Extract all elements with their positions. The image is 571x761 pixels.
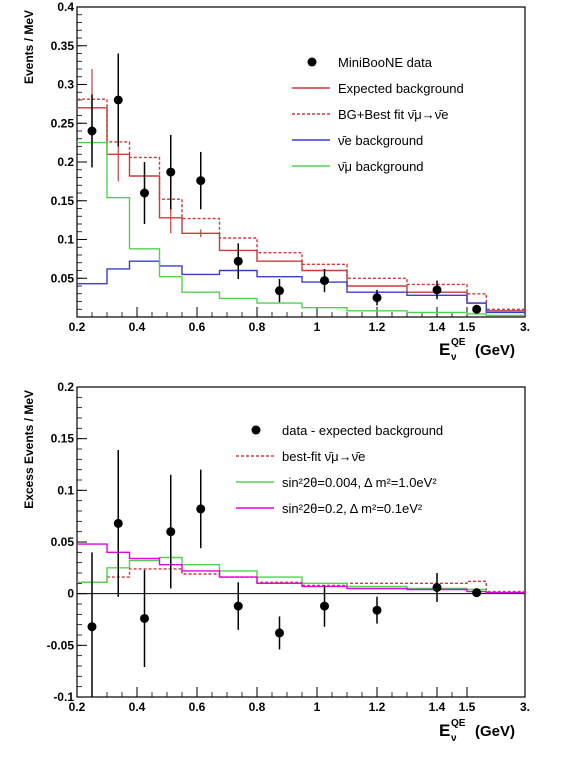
data-point [372,605,382,615]
x-tick-label: 0.8 [249,700,266,714]
series-line-3 [77,543,525,594]
legend-label: sin²2θ=0.2, Δ m²=0.1eV² [282,501,423,516]
series-line-2 [77,556,525,594]
data-point [166,167,176,177]
legend-label: sin²2θ=0.004, Δ m²=1.0eV² [282,475,437,490]
x-axis-label-sub: ν [451,733,457,744]
legend-label: ν̄e background [338,133,423,148]
x-tick-label: 1.4 [429,700,446,714]
series-line-1 [77,107,525,312]
y-tick-label: 0.05 [51,535,75,549]
y-tick-label: 0.1 [57,233,74,247]
y-tick-label: 0.25 [51,116,75,130]
x-tick-label: 1.5 [459,320,476,334]
legend-label: ν̄μ background [338,159,424,174]
x-axis-unit: (GeV) [475,723,515,740]
data-point [275,628,284,638]
x-axis-label: E [439,721,450,740]
y-tick-label: 0.05 [51,271,75,285]
x-tick-label: 1.5 [459,700,476,714]
y-axis-label: Excess Events / MeV [22,390,36,509]
series-line-2 [77,98,525,310]
y-tick-label: 0.1 [57,483,74,497]
data-point [196,176,206,186]
y-tick-label: 0 [67,587,74,601]
x-axis-label-sub: ν [451,352,457,363]
chart-panel-2: -0.1 -0.05 0 0.05 0.1 0.15 0.2 0.2 0.4 0.6 0.8 1 1.2… [22,380,530,744]
data-point [233,256,243,266]
data-point [320,601,329,611]
data-point [432,285,442,295]
data-point [320,276,329,286]
x-tick-label: 0.8 [249,320,266,334]
y-tick-label: -0.1 [53,690,74,704]
y-tick-label: 0.35 [51,39,75,53]
x-tick-label: 3. [520,320,530,334]
x-tick-label: 1.4 [429,320,446,334]
data-point [196,504,206,514]
x-axis-label-sup: QE [451,718,466,729]
data-point [372,293,382,303]
series-line-3 [77,260,525,314]
x-tick-label: 0.4 [129,700,146,714]
data-point [87,622,97,632]
series-line-4 [77,141,525,317]
series-line-1 [77,568,525,593]
x-axis-label: E [439,340,450,359]
legend-marker [251,425,261,435]
y-tick-label: 0.15 [51,194,75,208]
data-point [275,286,284,296]
y-tick-label: -0.05 [47,638,75,652]
x-tick-label: 0.6 [189,700,206,714]
legend-label: best-fit ν̄μ→ν̄e [282,449,365,464]
x-tick-label: 0.6 [189,320,206,334]
y-tick-label: 0.4 [57,0,74,14]
legend-label: MiniBooNE data [338,55,433,70]
x-axis-label-sup: QE [451,337,466,348]
y-tick-label: 0.2 [57,380,74,394]
data-point [113,518,123,528]
legend-label: data - expected background [282,423,443,438]
legend-label: BG+Best fit ν̄μ→ν̄e [338,107,448,122]
y-axis-label: Events / MeV [22,10,36,84]
data-point [140,613,149,623]
data-point [140,188,149,198]
y-tick-label: 0.15 [51,432,75,446]
x-tick-label: 1.2 [369,320,386,334]
x-tick-label: 0.2 [69,320,86,334]
y-tick-label: 0.2 [57,155,74,169]
data-point [472,304,482,314]
x-axis-unit: (GeV) [475,342,515,359]
x-tick-label: 1 [314,700,321,714]
x-tick-label: 1 [314,320,321,334]
x-tick-label: 0.4 [129,320,146,334]
data-point [113,95,123,105]
x-tick-label: 3. [520,700,530,714]
x-tick-label: 0.2 [69,700,86,714]
data-point [87,126,97,136]
x-tick-label: 1.2 [369,700,386,714]
chart-panel-1: 0.05 0.1 0.15 0.2 0.25 0.3 0.35 0.4 0.2 0.4 0.6 0.8… [22,0,530,363]
data-point [472,588,482,598]
legend-marker [307,57,317,67]
legend-label: Expected background [338,81,464,96]
y-tick-label: 0.3 [57,78,74,92]
data-point [166,527,176,537]
data-point [432,582,442,592]
data-point [233,601,243,611]
